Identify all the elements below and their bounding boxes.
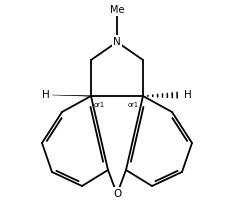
Text: Me: Me [110,5,124,15]
Text: or1: or1 [128,102,139,108]
Text: or1: or1 [94,102,105,108]
Text: N: N [113,37,121,47]
Polygon shape [52,95,91,96]
Text: H: H [184,90,192,100]
Text: H: H [42,90,50,100]
Text: O: O [113,189,121,199]
